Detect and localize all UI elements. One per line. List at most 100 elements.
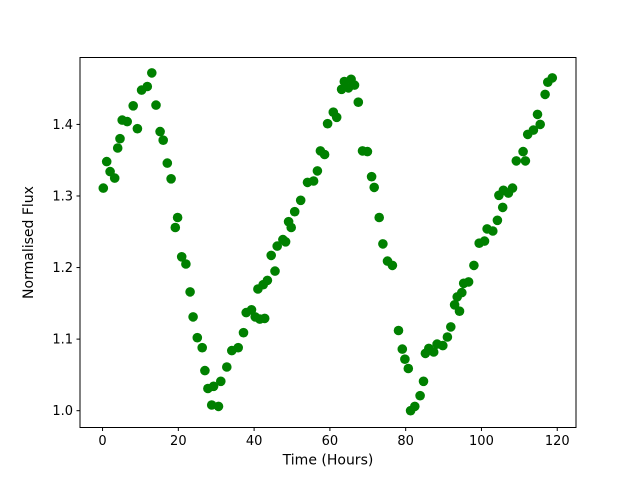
data-point [528,125,539,135]
y-tick-label: 1.4 [52,118,73,133]
data-point [109,173,120,183]
data-point [492,215,503,226]
data-point [289,206,300,217]
data-point [98,183,109,193]
data-point [185,287,195,297]
data-point [366,171,377,182]
x-tick-label: 120 [545,434,570,449]
data-point [397,344,408,354]
x-axis-label: Time (Hours) [282,453,374,469]
data-point [172,212,183,223]
data-point [162,158,173,168]
data-point [147,68,157,78]
data-point [158,135,168,145]
data-point [280,237,291,247]
data-point [286,222,297,233]
data-point [151,100,161,110]
data-point [438,340,448,351]
x-tick-label: 80 [397,434,414,449]
y-tick-label: 1.0 [52,404,73,419]
data-point [192,332,203,343]
data-point [188,312,198,322]
data-point [233,342,243,353]
data-point [270,266,280,276]
data-point [142,81,153,92]
plot-frame [79,57,577,428]
data-point [378,239,388,249]
data-point [463,277,474,287]
data-point [362,146,373,157]
data-points-layer [98,68,558,416]
data-point [469,260,479,271]
data-point [181,259,191,269]
data-point [312,166,323,176]
data-point [308,176,319,186]
data-point [532,109,543,120]
data-point [222,362,232,372]
data-point [331,112,342,123]
data-point [369,182,380,193]
data-point [535,119,545,130]
data-point [403,363,414,374]
data-point [497,202,508,213]
data-point [238,327,249,338]
data-point [387,260,398,271]
data-point [428,347,439,357]
data-point [446,322,456,332]
y-tick-label: 1.2 [52,261,73,276]
data-point [418,376,429,387]
data-point [101,156,112,167]
data-point [479,236,490,246]
data-point [132,123,143,134]
data-point [410,401,420,412]
data-point [295,195,306,206]
data-point [266,250,277,261]
data-point [128,101,138,111]
data-point [216,376,226,387]
x-tick-label: 0 [98,434,106,449]
data-point [511,156,522,166]
data-point [213,401,224,412]
data-point [262,275,273,286]
data-point [208,381,219,392]
data-point [176,251,187,262]
data-point [259,313,270,324]
data-point [393,325,404,336]
data-point [319,149,330,160]
y-axis-label: Normalised Flux [21,186,37,299]
x-tick-label: 20 [170,434,187,449]
data-point [349,80,360,90]
x-tick-label: 100 [469,434,494,449]
data-point [540,89,550,100]
data-point [520,156,531,166]
data-point [547,73,558,83]
y-tick-label: 1.3 [52,189,73,204]
data-point [166,174,176,184]
data-point [115,133,125,144]
x-tick-label: 60 [322,434,339,449]
x-axis-ticks: 0 20 40 60 80 100 120 [98,427,570,449]
data-point [454,306,465,317]
data-point [200,365,210,376]
data-point [155,126,165,137]
data-point [507,183,518,193]
data-point [518,146,528,157]
data-point [415,390,425,401]
data-point [457,287,467,298]
data-point [322,118,333,129]
data-point [197,342,207,353]
data-point [122,116,132,127]
data-point [170,222,181,233]
data-point [374,212,385,223]
y-tick-label: 1.1 [52,333,73,348]
data-point [442,332,453,342]
data-point [400,354,410,365]
y-axis-ticks: 1.0 1.1 1.2 1.3 1.4 [52,118,80,419]
data-point [246,305,257,315]
data-point [272,241,283,251]
data-point [488,226,498,236]
x-tick-label: 40 [246,434,263,449]
